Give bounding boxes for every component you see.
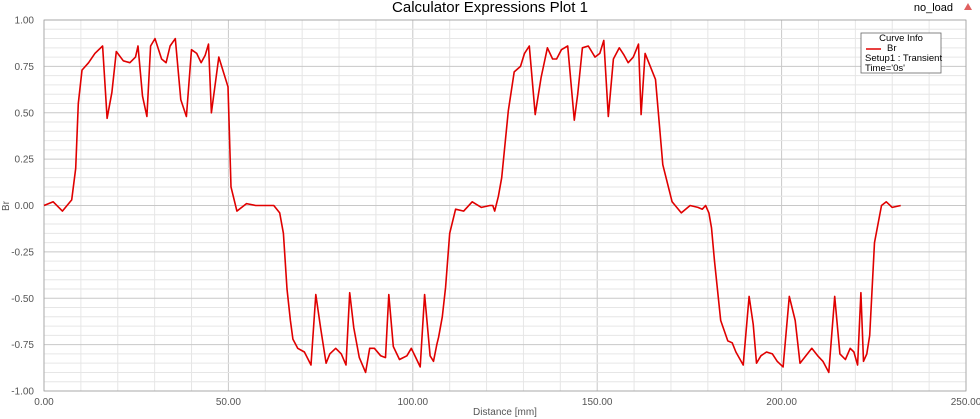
y-tick-label: 0.50: [15, 108, 35, 119]
chart-title: Calculator Expressions Plot 1: [392, 0, 588, 16]
grid-lines: [43, 19, 967, 392]
x-tick-label: 100.00: [398, 397, 429, 408]
x-tick-label: 0.00: [34, 397, 54, 408]
corner-label-no-load: no_load: [914, 2, 953, 14]
y-tick-label: -0.25: [11, 247, 34, 258]
legend-series-name: Br: [887, 43, 897, 54]
x-axis-title: Distance [mm]: [473, 407, 537, 418]
legend[interactable]: Curve Info Br Setup1 : Transient Time='0…: [860, 32, 942, 74]
legend-time-line: Time='0s': [865, 63, 905, 74]
series-layer: [43, 37, 901, 374]
series-line-br: [43, 37, 901, 374]
y-axis-title: Br: [1, 200, 12, 211]
legend-box: [860, 32, 942, 74]
corner-marker-icon: [964, 3, 972, 10]
y-tick-labels: 1.00 0.75 0.50 0.25 0.00 -0.25 -0.50 -0.75 -1.00: [11, 16, 34, 398]
legend-setup-line: Setup1 : Transient: [865, 53, 942, 64]
y-tick-label: -0.50: [11, 294, 34, 305]
y-tick-label: 0.75: [15, 62, 35, 73]
x-tick-labels: 0.00 50.00 100.00 150.00 200.00 250.00: [34, 397, 980, 408]
x-tick-label: 50.00: [216, 397, 241, 408]
x-tick-label: 150.00: [582, 397, 613, 408]
y-tick-label: 0.00: [15, 201, 35, 212]
x-tick-label: 250.00: [951, 397, 980, 408]
legend-title: Curve Info: [879, 33, 923, 44]
y-tick-label: 1.00: [15, 16, 35, 27]
x-tick-label: 200.00: [766, 397, 797, 408]
y-tick-label: -1.00: [11, 387, 34, 398]
y-tick-label: 0.25: [15, 155, 35, 166]
y-tick-label: -0.75: [11, 340, 34, 351]
